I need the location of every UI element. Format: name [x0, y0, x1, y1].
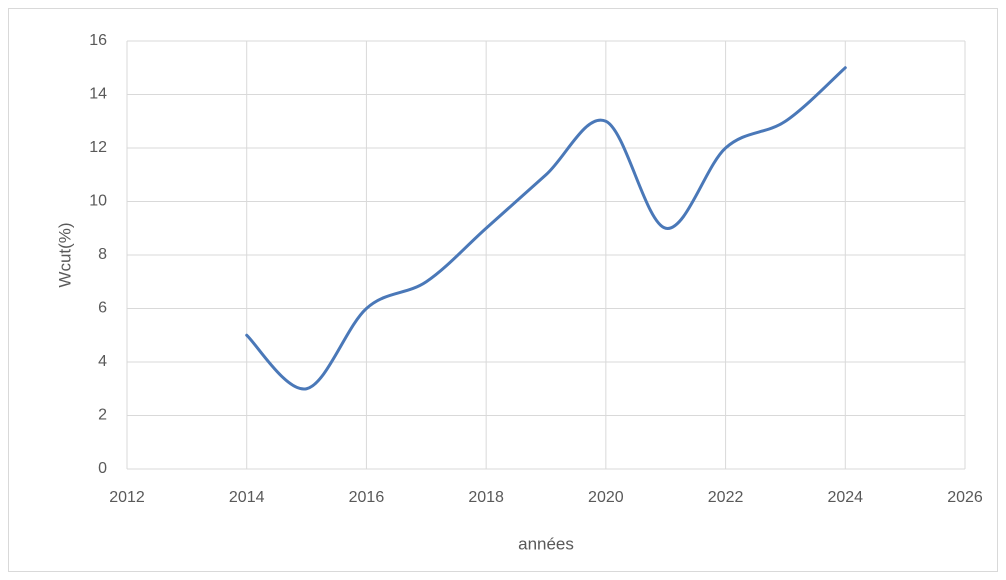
x-tick-label: 2012: [109, 489, 145, 506]
chart-border: [8, 8, 998, 572]
x-tick-label: 2022: [708, 489, 744, 506]
y-tick-label: 8: [98, 246, 107, 263]
y-tick-label: 0: [98, 460, 107, 477]
y-tick-label: 6: [98, 300, 107, 317]
x-tick-label: 2024: [827, 489, 863, 506]
x-tick-label: 2026: [947, 489, 983, 506]
x-tick-label: 2014: [229, 489, 265, 506]
y-axis-title: Wcut(%): [55, 222, 74, 287]
x-axis-title: années: [518, 534, 574, 553]
y-tick-label: 12: [89, 139, 107, 156]
x-tick-label: 2016: [349, 489, 385, 506]
x-tick-label: 2018: [468, 489, 504, 506]
x-tick-label: 2020: [588, 489, 624, 506]
data-line: [245, 66, 847, 391]
y-tick-label: 10: [89, 193, 107, 210]
y-tick-label: 14: [89, 86, 107, 103]
y-tick-label: 4: [98, 353, 107, 370]
y-tick-label: 16: [89, 32, 107, 49]
y-tick-label: 2: [98, 407, 107, 424]
